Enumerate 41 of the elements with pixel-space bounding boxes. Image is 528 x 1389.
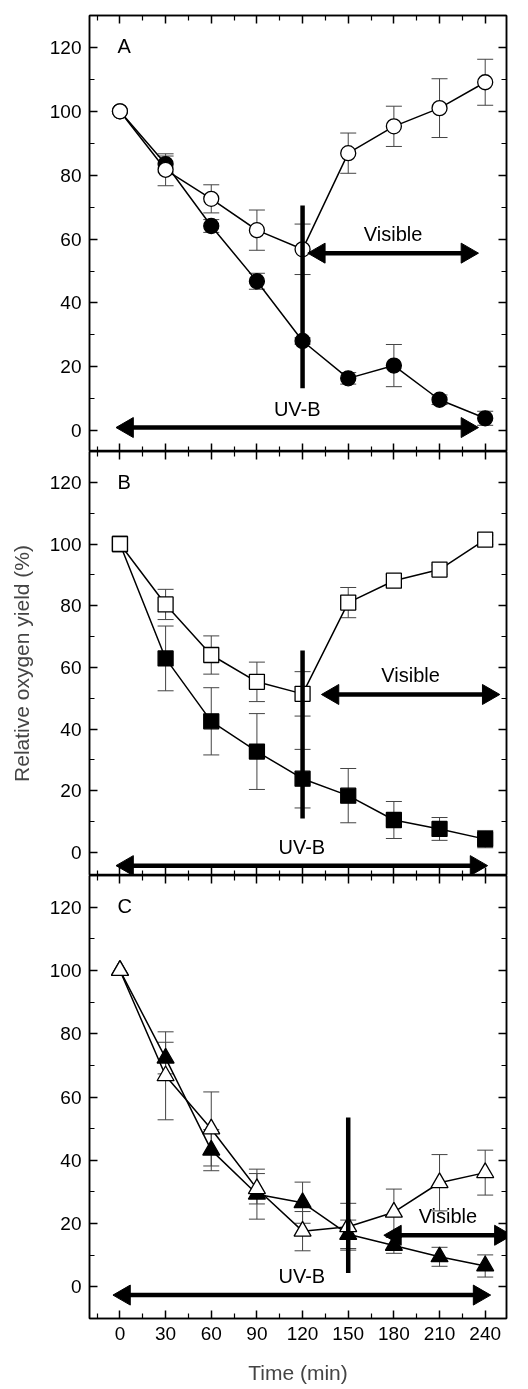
x-axis-title: Time (min) [248,1360,348,1384]
y-tick-label: 80 [60,595,82,617]
series-label: UV-B [278,1265,326,1288]
x-tick-label: 90 [246,1322,268,1344]
y-tick-label: 60 [60,228,82,250]
legend-label: Visible [418,1205,478,1228]
y-tick-label: 120 [49,471,82,493]
y-tick-label: 80 [60,1023,82,1045]
y-tick-label: 20 [60,780,82,802]
y-tick-label: 120 [49,896,82,918]
y-tick-label: 120 [49,36,82,58]
y-tick-label: 40 [60,292,82,314]
y-axis-title: Relative oxygen yield (%) [9,545,33,782]
y-tick-label: 100 [49,959,82,981]
series-label: Visible [381,664,440,687]
x-tick-label: 0 [114,1322,126,1344]
y-tick-label: 0 [70,841,82,863]
annotation: B [117,470,131,493]
x-tick-label: 120 [286,1322,319,1344]
y-tick-label: 0 [70,420,82,442]
y-tick-label: 40 [60,1149,82,1171]
x-tick-label: 210 [423,1322,456,1344]
x-tick-label: 60 [200,1322,222,1344]
annotation: A [117,34,132,57]
y-tick-label: 0 [70,1276,82,1298]
x-tick-label: 150 [332,1322,365,1344]
y-tick-label: 100 [49,100,82,122]
x-tick-label: 30 [155,1322,177,1344]
x-tick-label: 240 [469,1322,502,1344]
annotation: C [117,894,132,917]
series-label: UV-B [278,835,326,858]
series-label: UV-B [273,397,321,420]
y-tick-label: 60 [60,1086,82,1108]
y-tick-label: 20 [60,1213,82,1235]
y-tick-label: 100 [49,533,82,555]
y-tick-label: 60 [60,656,82,678]
y-tick-label: 80 [60,164,82,186]
y-tick-label: 40 [60,718,82,740]
x-tick-label: 180 [378,1322,410,1344]
y-tick-label: 20 [60,356,82,378]
series-label: Visible [363,223,423,246]
